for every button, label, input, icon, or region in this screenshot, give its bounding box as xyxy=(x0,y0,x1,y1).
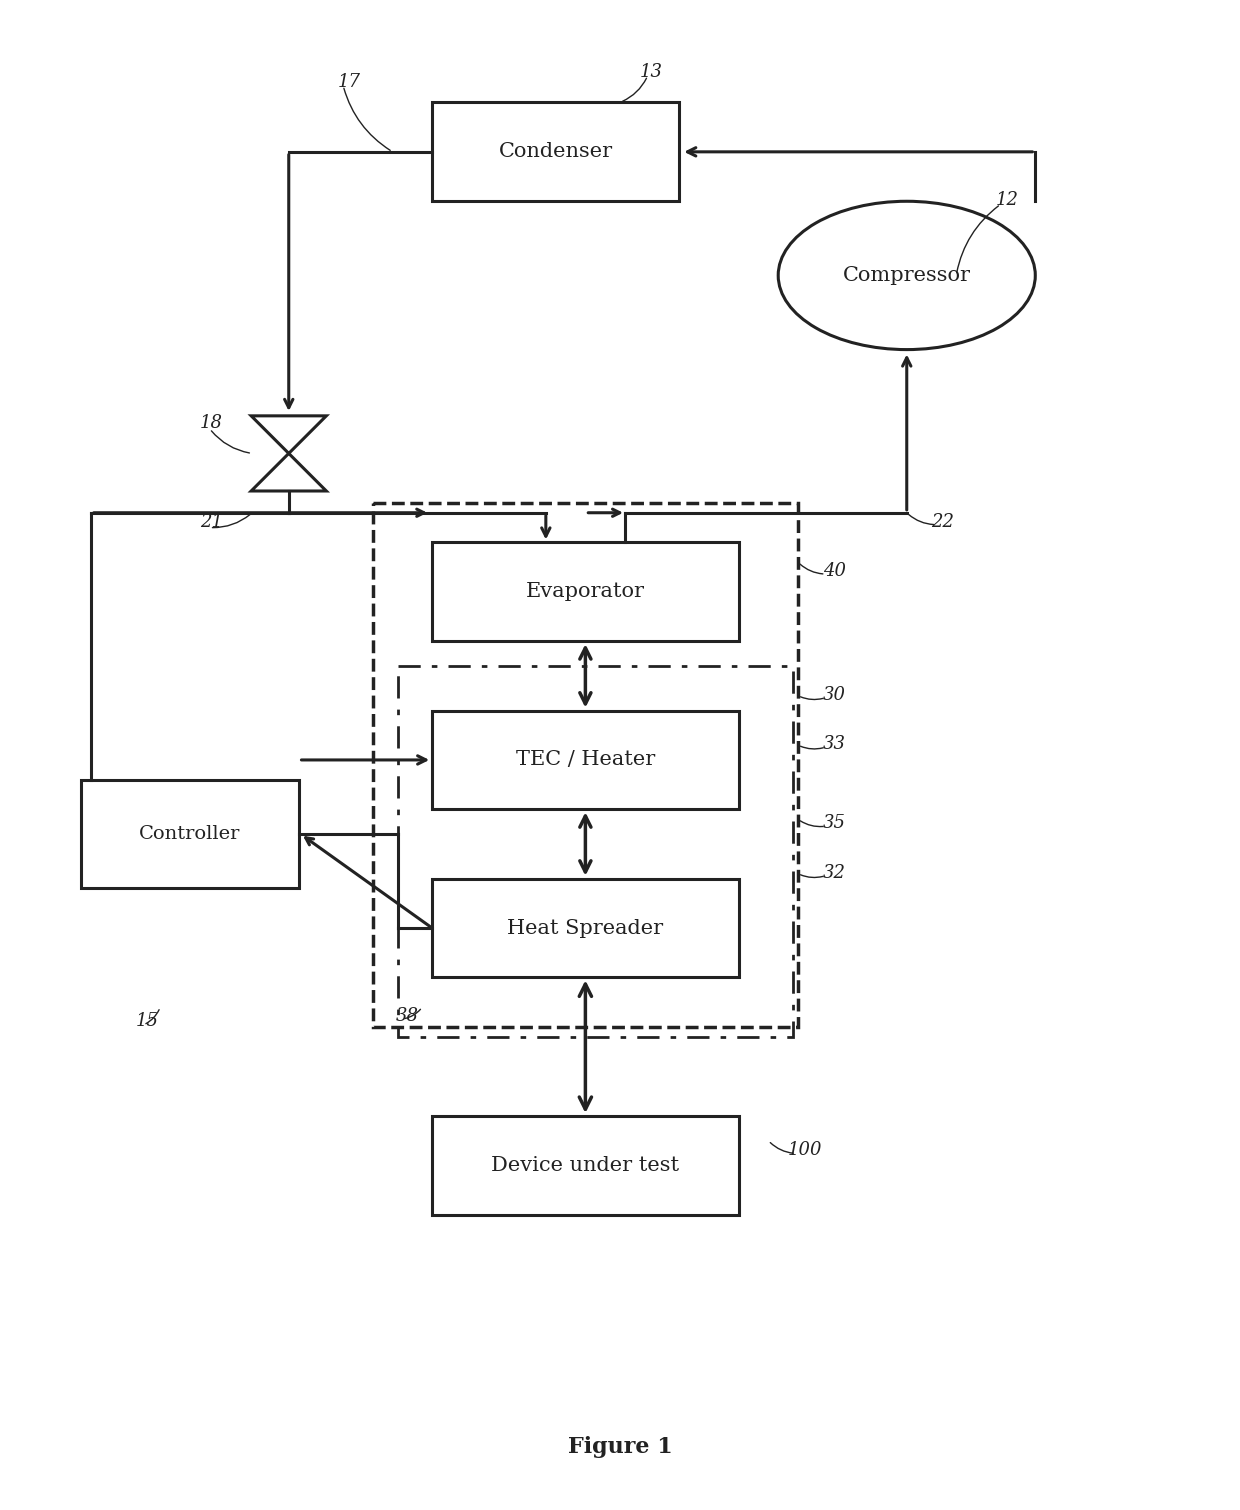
Bar xyxy=(432,1116,739,1214)
Text: 12: 12 xyxy=(996,192,1019,210)
Bar xyxy=(432,103,680,201)
Text: 17: 17 xyxy=(339,72,361,91)
Bar xyxy=(398,666,794,1037)
Text: TEC / Heater: TEC / Heater xyxy=(516,750,655,770)
Text: Figure 1: Figure 1 xyxy=(568,1436,672,1459)
Text: 40: 40 xyxy=(822,562,846,580)
Text: 18: 18 xyxy=(200,414,223,432)
Text: Device under test: Device under test xyxy=(491,1155,680,1175)
Text: Condenser: Condenser xyxy=(498,142,613,162)
Text: 35: 35 xyxy=(822,814,846,832)
Bar xyxy=(373,503,799,1027)
Text: 32: 32 xyxy=(822,864,846,882)
Text: 21: 21 xyxy=(200,513,223,530)
Bar xyxy=(432,542,739,642)
Text: 15: 15 xyxy=(135,1012,159,1030)
Text: 38: 38 xyxy=(396,1007,419,1025)
Text: Compressor: Compressor xyxy=(843,266,971,285)
Text: Controller: Controller xyxy=(139,824,241,843)
Ellipse shape xyxy=(779,201,1035,350)
Text: 33: 33 xyxy=(822,735,846,753)
Bar xyxy=(432,711,739,809)
Bar xyxy=(81,779,299,888)
Text: 100: 100 xyxy=(789,1140,822,1158)
Text: Evaporator: Evaporator xyxy=(526,583,645,601)
Text: 13: 13 xyxy=(640,63,662,82)
Text: 22: 22 xyxy=(931,513,955,530)
Text: 30: 30 xyxy=(822,686,846,704)
Bar xyxy=(432,879,739,977)
Text: Heat Spreader: Heat Spreader xyxy=(507,918,663,938)
